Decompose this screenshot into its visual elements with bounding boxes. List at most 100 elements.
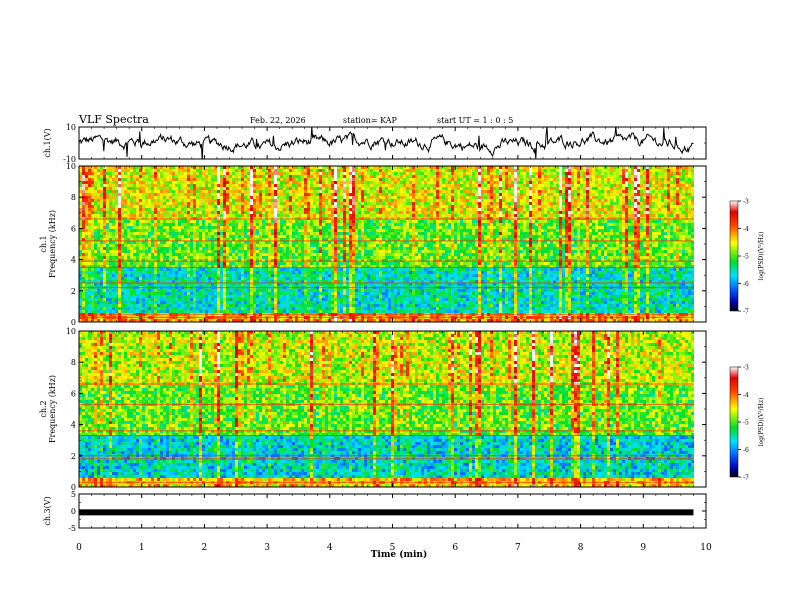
ch1-spectrogram-cell: [118, 190, 121, 193]
ch1-spectrogram-cell: [187, 253, 190, 256]
ch1-spectrogram-cell: [196, 199, 199, 202]
ch1-spectrogram-cell: [178, 280, 181, 283]
ch1-spectrogram-cell: [214, 304, 217, 307]
ch1-spectrogram-cell: [187, 283, 190, 286]
ch1-spectrogram-cell: [151, 238, 154, 241]
ch1-spectrogram-cell: [208, 304, 211, 307]
ch1-spectrogram-cell: [211, 226, 214, 229]
ch1-spectrogram-cell: [145, 253, 148, 256]
ch1-spectrogram-cell: [289, 250, 292, 253]
ch1-spectrogram-cell: [118, 184, 121, 187]
ch1-spectrogram-cell: [151, 307, 154, 310]
ch1-spectrogram-cell: [334, 283, 337, 286]
ch1-spectrogram-cell: [121, 253, 124, 256]
ch1-spectrogram-cell: [280, 271, 283, 274]
ch1-spectrogram-cell: [310, 193, 313, 196]
ch1-spectrogram-cell: [244, 247, 247, 250]
ch1-spectrogram-cell: [142, 220, 145, 223]
ch1-spectrogram-cell: [238, 259, 241, 262]
ch1-spectrogram-cell: [289, 199, 292, 202]
ch1-spectrogram-cell: [325, 208, 328, 211]
ch1-spectrogram-cell: [274, 307, 277, 310]
ch1-spectrogram-cell: [148, 211, 151, 214]
ch1-spectrogram-cell: [103, 304, 106, 307]
ch1-spectrogram-cell: [145, 208, 148, 211]
ch1-spectrogram-cell: [121, 232, 124, 235]
ch1-spectrogram-cell: [205, 250, 208, 253]
ch1-spectrogram-cell: [217, 304, 220, 307]
ch1-spectrogram-cell: [94, 181, 97, 184]
ch1-spectrogram-cell: [220, 256, 223, 259]
ch1-spectrogram-cell: [340, 187, 343, 190]
ch1-spectrogram-cell: [202, 196, 205, 199]
ch1-spectrogram-cell: [334, 292, 337, 295]
ch1-spectrogram-cell: [298, 238, 301, 241]
ch1-spectrogram-cell: [274, 262, 277, 265]
ch1-spectrogram-cell: [331, 205, 334, 208]
ch1-spectrogram-cell: [295, 256, 298, 259]
ch1-spectrogram-cell: [262, 298, 265, 301]
ch1-spectrogram-cell: [355, 172, 358, 175]
ch1-spectrogram-cell: [259, 271, 262, 274]
ch1-spectrogram-cell: [340, 175, 343, 178]
ch1-spectrogram-cell: [166, 274, 169, 277]
ch1-spectrogram-cell: [340, 256, 343, 259]
ch1-spectrogram-cell: [238, 277, 241, 280]
ch1-spectrogram-cell: [169, 190, 172, 193]
ch1-spectrogram-cell: [172, 208, 175, 211]
ch1-spectrogram-cell: [112, 211, 115, 214]
ch1-spectrogram-cell: [190, 277, 193, 280]
ch1-spectrogram-cell: [130, 283, 133, 286]
ch1-spectrogram-cell: [187, 226, 190, 229]
ch1-spectrogram-cell: [247, 319, 250, 322]
ch1-spectrogram-cell: [289, 271, 292, 274]
ch1-spectrogram-cell: [157, 190, 160, 193]
ch1-spectrogram-cell: [352, 259, 355, 262]
ch1-spectrogram-cell: [298, 262, 301, 265]
ch1-spectrogram-cell: [169, 169, 172, 172]
ch1-spectrogram-cell: [85, 247, 88, 250]
ch1-spectrogram-cell: [244, 217, 247, 220]
ch1-spectrogram-cell: [304, 223, 307, 226]
ch1-spectrogram-cell: [226, 310, 229, 313]
ch1-spectrogram-cell: [244, 196, 247, 199]
ch1-spectrogram-cell: [160, 277, 163, 280]
ch1-spectrogram-cell: [340, 205, 343, 208]
ch1-spectrogram-cell: [265, 250, 268, 253]
ch1-spectrogram-cell: [148, 187, 151, 190]
ch1-spectrogram-cell: [256, 295, 259, 298]
ch1-spectrogram-cell: [265, 193, 268, 196]
ch1-spectrogram-cell: [124, 172, 127, 175]
ch1-spectrogram-cell: [178, 268, 181, 271]
ch1-spectrogram-cell: [187, 187, 190, 190]
ch1-spectrogram-cell: [196, 181, 199, 184]
ch1-spectrogram-cell: [343, 190, 346, 193]
ch1-spectrogram-cell: [175, 166, 178, 169]
ch1-spectrogram-cell: [214, 217, 217, 220]
ch1-spectrogram-cell: [352, 238, 355, 241]
ch1-spectrogram-cell: [286, 253, 289, 256]
ch1-spectrogram-cell: [121, 295, 124, 298]
ch1-spectrogram-cell: [121, 172, 124, 175]
ch1-spectrogram-cell: [142, 205, 145, 208]
ch1-spectrogram-cell: [202, 193, 205, 196]
ch1-spectrogram-cell: [283, 268, 286, 271]
ch1-spectrogram-cell: [295, 277, 298, 280]
ch1-spectrogram-cell: [283, 256, 286, 259]
ch1-spectrogram-cell: [133, 181, 136, 184]
ch1-spectrogram-cell: [130, 169, 133, 172]
ch1-spectrogram-cell: [247, 208, 250, 211]
ch1-spectrogram-cell: [325, 310, 328, 313]
ch1-spectrogram-cell: [298, 301, 301, 304]
ch1-spectrogram-cell: [172, 310, 175, 313]
ch1-spectrogram-cell: [337, 220, 340, 223]
ch1-spectrogram-cell: [79, 241, 82, 244]
ch1-spectrogram-cell: [322, 271, 325, 274]
ch1-spectrogram-cell: [325, 190, 328, 193]
ch1-spectrogram-cell: [301, 250, 304, 253]
ch1-spectrogram-cell: [313, 238, 316, 241]
ch1-spectrogram-cell: [316, 262, 319, 265]
ch1-spectrogram-cell: [355, 256, 358, 259]
ch1-spectrogram-cell: [253, 211, 256, 214]
ch1-spectrogram-cell: [283, 190, 286, 193]
